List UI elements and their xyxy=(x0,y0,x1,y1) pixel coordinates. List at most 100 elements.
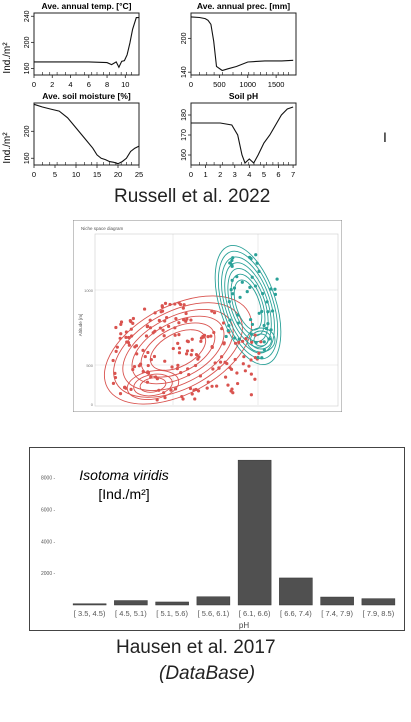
scatter-point xyxy=(238,295,242,299)
scatter-point xyxy=(181,397,185,401)
scatter-point xyxy=(273,292,278,297)
scatter-point xyxy=(236,381,240,386)
hausen-caption-line2: (DataBase) xyxy=(159,663,256,684)
scatter-point xyxy=(160,304,164,308)
scatter-point xyxy=(163,359,167,363)
bar-y-tick-label: 6000 - xyxy=(41,508,56,514)
scatter-point xyxy=(145,325,149,329)
scatter-point xyxy=(146,363,150,368)
scatter-point xyxy=(177,351,182,355)
scatter-point xyxy=(119,332,123,336)
scatter-point xyxy=(256,355,260,360)
scatter-ylabel: Altitude [m] xyxy=(78,314,83,337)
scatter-point xyxy=(127,335,131,340)
bar-chart-title: Isotoma viridis xyxy=(79,467,168,483)
x-tick-label: 6 xyxy=(87,80,91,89)
scatter-point xyxy=(223,375,228,379)
x-tick-label: 1500 xyxy=(268,80,285,89)
scatter-point xyxy=(249,332,253,336)
bar-y-tick-label: 4000 - xyxy=(41,539,56,545)
scatter-point xyxy=(114,325,118,330)
x-tick-label: 10 xyxy=(121,80,129,89)
scatter-point xyxy=(235,371,239,375)
scatter-point xyxy=(169,388,173,392)
scatter-point xyxy=(131,316,136,321)
scatter-point xyxy=(176,363,180,368)
russell-ylabel-top: Ind./m² xyxy=(2,42,13,74)
scatter-point xyxy=(190,337,194,341)
x-tick-label: 500 xyxy=(213,80,226,89)
contour-line xyxy=(224,262,272,348)
bar-x-tick-label: [ 7.4, 7.9) xyxy=(321,609,353,618)
scatter-point xyxy=(186,340,190,344)
x-tick-label: 20 xyxy=(114,170,122,179)
scatter-point xyxy=(137,364,141,368)
scatter-point xyxy=(155,377,159,381)
scatter-point xyxy=(231,256,235,260)
isotoma-bar-chart: Isotoma viridis [Ind./m²] pH 2000 - 4000 … xyxy=(29,447,405,631)
scatter-point xyxy=(266,310,270,314)
scatter-point xyxy=(227,323,231,328)
scatter-point xyxy=(235,275,239,279)
scatter-point xyxy=(174,317,178,321)
bar xyxy=(237,459,272,606)
scatter-point xyxy=(184,352,189,356)
x-tick-label: 5 xyxy=(53,170,57,179)
response-curve xyxy=(34,17,139,69)
bar-x-tick-label: [ 7.9, 8.5) xyxy=(363,609,395,618)
scatter-point xyxy=(205,386,209,390)
scatter-point xyxy=(230,278,234,282)
scatter-point xyxy=(148,326,153,330)
niche-scatter-plot: Niche space diagram Altitude [m] 1000 50… xyxy=(73,220,342,412)
y-tick-label: 160 xyxy=(181,149,188,161)
scatter-point xyxy=(249,372,253,376)
scatter-point xyxy=(259,340,263,344)
contour-line xyxy=(131,315,225,385)
scatter-point xyxy=(135,352,139,356)
scatter-point xyxy=(231,391,235,395)
scatter-point xyxy=(241,362,245,366)
scatter-point xyxy=(157,318,161,323)
bar xyxy=(279,577,313,606)
scatter-point xyxy=(185,317,189,321)
scatter-point xyxy=(173,302,177,306)
scatter-point xyxy=(262,340,266,344)
scatter-point xyxy=(193,397,197,401)
scatter-point xyxy=(218,360,223,364)
russell-ylabel-bottom: Ind./m² xyxy=(2,132,13,164)
scatter-point xyxy=(168,302,172,307)
scatter-point xyxy=(131,367,135,372)
bar-chart-subtitle: [Ind./m²] xyxy=(98,486,149,502)
scatter-point xyxy=(129,320,133,324)
scatter-point xyxy=(177,301,181,305)
scatter-point xyxy=(162,391,166,395)
scatter-ytick: 1000 xyxy=(84,288,94,293)
scatter-points xyxy=(111,253,279,402)
scatter-point xyxy=(129,334,134,338)
scatter-point xyxy=(233,357,237,362)
scatter-point xyxy=(244,337,248,341)
scatter-point xyxy=(210,384,214,388)
russell-small-multiples: Ind./m² Ind./m² Ave. annual temp. [°C] 0 2… xyxy=(2,1,297,179)
x-tick-label: 2 xyxy=(218,170,222,179)
scatter-point xyxy=(132,364,137,369)
scatter-point xyxy=(125,340,129,344)
bar-x-tick-label: [ 4.5, 5.1) xyxy=(115,609,147,618)
scatter-point xyxy=(209,334,213,338)
scatter-point xyxy=(189,353,193,357)
scatter-point xyxy=(249,393,253,397)
scatter-point xyxy=(148,318,152,322)
scatter-point xyxy=(269,328,273,332)
scatter-point xyxy=(253,355,257,360)
scatter-point xyxy=(240,339,245,343)
scatter-point xyxy=(124,330,129,334)
bar xyxy=(361,598,396,606)
hausen-caption-line1: Hausen et al. 2017 xyxy=(116,637,276,658)
scatter-point xyxy=(253,333,257,337)
russell-panel: Ave. annual prec. [mm] 0 500 1000 1500 140 200 xyxy=(181,1,297,89)
scatter-point xyxy=(266,322,270,326)
scatter-point xyxy=(215,384,219,388)
scatter-point xyxy=(175,366,179,371)
scatter-point xyxy=(206,380,210,384)
scatter-point xyxy=(163,301,168,305)
